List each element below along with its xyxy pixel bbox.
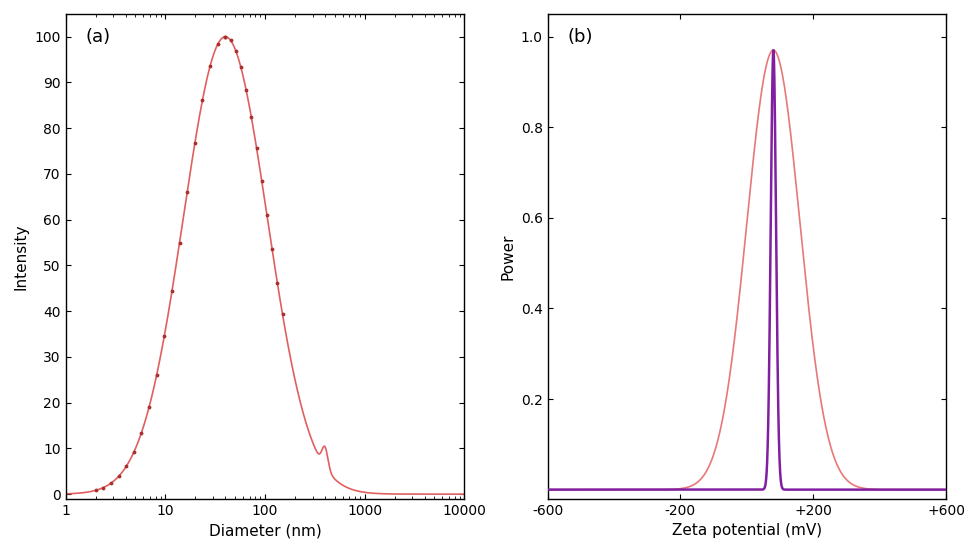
X-axis label: Diameter (nm): Diameter (nm) [208,523,321,538]
Y-axis label: Intensity: Intensity [14,223,29,290]
Y-axis label: Power: Power [500,233,514,279]
Text: (b): (b) [567,29,593,46]
Text: (a): (a) [85,29,111,46]
X-axis label: Zeta potential (mV): Zeta potential (mV) [671,523,822,538]
